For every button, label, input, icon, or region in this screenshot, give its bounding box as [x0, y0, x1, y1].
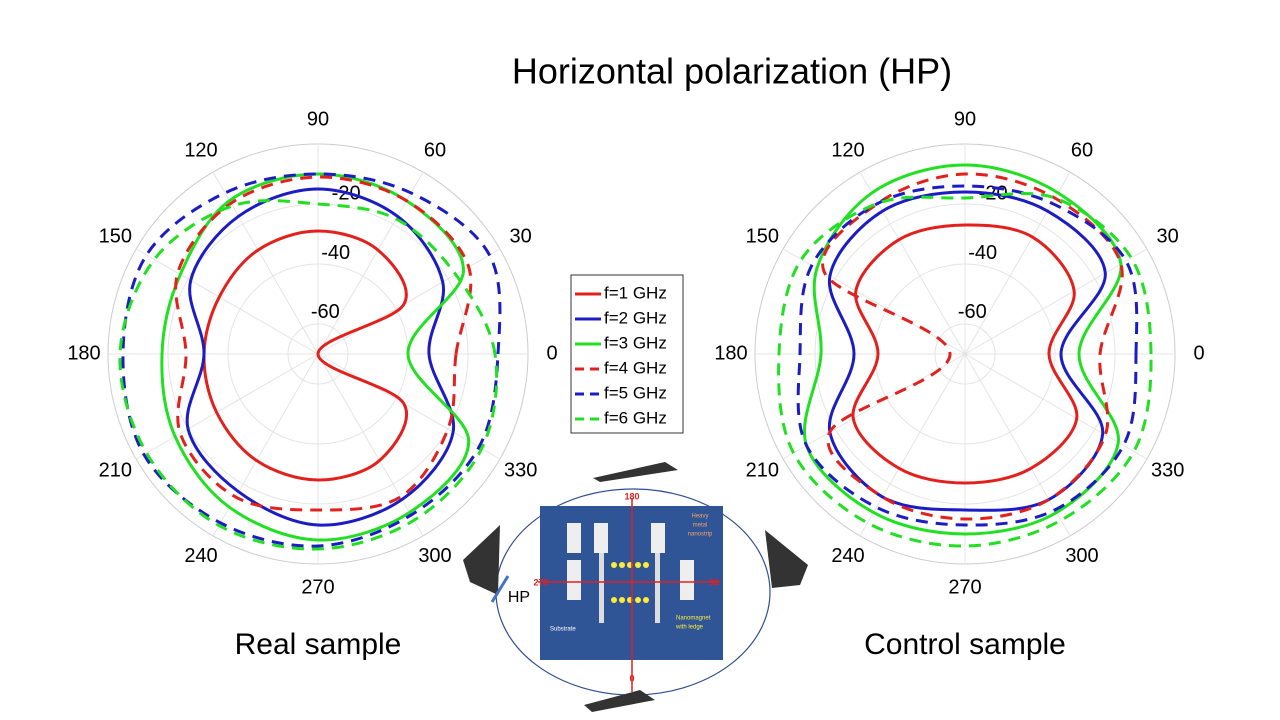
series-line [174, 175, 473, 512]
grid-ring [874, 263, 1056, 445]
horn-antenna [765, 530, 808, 588]
horn-antenna [593, 462, 678, 482]
legend-label: f=5 GHz [604, 383, 667, 402]
series-line [821, 172, 1124, 521]
pad [567, 523, 581, 553]
theta-tick-label: 150 [99, 225, 132, 247]
r-tick-label: -60 [311, 301, 340, 323]
angle-label: 90 [709, 577, 719, 587]
theta-tick-label: 120 [831, 140, 864, 162]
grid-spoke [859, 353, 966, 537]
r-tick-label: -40 [321, 242, 350, 264]
pad [651, 523, 665, 553]
nanomagnet-label-line: Nanomagnet [676, 616, 711, 622]
nanostrip [655, 553, 660, 623]
chart-caption: Real sample [235, 628, 402, 661]
nanostrip-label-line: Heavy [691, 514, 708, 520]
grid-ring [287, 323, 349, 385]
theta-tick-label: 120 [184, 140, 217, 162]
theta-tick-label: 60 [424, 140, 446, 162]
series-line [185, 187, 456, 527]
theta-tick-label: 330 [504, 459, 537, 481]
legend-label: f=6 GHz [604, 408, 667, 427]
theta-tick-label: 0 [546, 342, 557, 364]
grid-spoke [317, 353, 501, 460]
theta-tick-label: 210 [746, 459, 779, 481]
grid-ring [814, 203, 1116, 505]
theta-tick-label: 300 [1065, 545, 1098, 567]
angle-label: 270 [533, 577, 548, 587]
theta-tick-label: 90 [307, 108, 329, 130]
theta-tick-label: 30 [1157, 225, 1179, 247]
pad [680, 560, 694, 600]
r-tick-label: -60 [958, 301, 987, 323]
series-line [827, 190, 1107, 512]
illustration: 180 0 270 90 HP Substrate Heavy metal nano… [463, 462, 808, 712]
chart-caption: Control sample [864, 628, 1066, 661]
nanostrip [599, 553, 604, 623]
theta-tick-label: 0 [1193, 342, 1204, 364]
series-line [796, 184, 1139, 527]
legend-label: f=3 GHz [604, 333, 667, 352]
theta-tick-label: 90 [954, 108, 976, 130]
grid-spoke [964, 353, 1071, 537]
nanostrip-label-line: metal [693, 523, 708, 529]
nanomagnet-label: Nanomagnet with ledge [675, 616, 711, 631]
grid-ring [934, 323, 996, 385]
series-line [160, 172, 471, 542]
legend-box [570, 274, 684, 434]
grid-spoke [317, 248, 501, 355]
grid-spoke [964, 353, 1148, 460]
horn-antenna [463, 525, 500, 595]
nanostrip-label: Heavy metal nanostrip [688, 514, 713, 538]
nanostrip-label-line: nanostrip [688, 532, 713, 538]
theta-tick-label: 60 [1071, 140, 1093, 162]
pad [567, 560, 581, 600]
series-line [121, 172, 502, 548]
theta-tick-label: 270 [948, 576, 981, 598]
horn-antenna [584, 690, 655, 712]
grid-spoke [212, 353, 319, 537]
theta-tick-label: 300 [418, 545, 451, 567]
theta-tick-label: 30 [510, 225, 532, 247]
pad [594, 523, 608, 553]
legend-label: f=2 GHz [604, 308, 667, 327]
grid-spoke [964, 248, 1148, 355]
grid-spoke [135, 353, 319, 460]
grid-spoke [317, 171, 424, 355]
theta-tick-label: 180 [67, 342, 100, 364]
grid-spoke [135, 248, 319, 355]
polarization-label: HP [508, 589, 530, 606]
series-line [118, 199, 499, 551]
theta-tick-label: 210 [99, 459, 132, 481]
series-line [802, 163, 1123, 536]
theta-tick-label: 180 [714, 342, 747, 364]
slide-title: Horizontal polarization (HP) [512, 51, 952, 92]
theta-tick-label: 270 [301, 576, 334, 598]
angle-label: 0 [629, 673, 634, 683]
theta-tick-label: 150 [746, 225, 779, 247]
r-tick-label: -40 [968, 242, 997, 264]
series-line [851, 223, 1079, 485]
hp-arrow [490, 575, 510, 603]
legend-label: f=4 GHz [604, 358, 667, 377]
nanomagnet-label-line: with ledge [675, 625, 704, 631]
theta-tick-label: 240 [831, 545, 864, 567]
theta-tick-label: 240 [184, 545, 217, 567]
grid-spoke [782, 248, 966, 355]
substrate-label: Substrate [550, 627, 576, 633]
theta-tick-label: 330 [1151, 459, 1184, 481]
legend-label: f=1 GHz [604, 283, 667, 302]
angle-label: 180 [624, 491, 639, 501]
grid-spoke [317, 353, 424, 537]
